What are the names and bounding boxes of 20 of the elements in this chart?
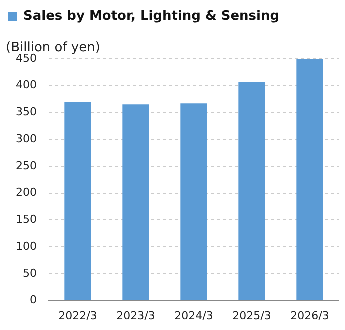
legend-label: Sales by Motor, Lighting & Sensing xyxy=(24,8,280,24)
y-tick-label: 50 xyxy=(22,266,37,280)
y-tick-label: 400 xyxy=(16,78,37,92)
x-tick-label: 2025/3 xyxy=(232,309,272,322)
x-tick-label: 2026/3 xyxy=(290,309,330,322)
bar xyxy=(180,104,208,300)
x-tick-label: 2024/3 xyxy=(174,309,214,322)
x-tick-label: 2023/3 xyxy=(116,309,156,322)
bar xyxy=(296,59,324,300)
bar xyxy=(238,82,266,300)
bar xyxy=(122,104,150,300)
bar xyxy=(64,102,92,300)
y-tick-label: 100 xyxy=(16,240,37,253)
y-tick-label: 250 xyxy=(16,159,37,172)
y-tick-label: 300 xyxy=(16,132,37,146)
y-tick-label: 0 xyxy=(30,294,37,307)
y-tick-label: 150 xyxy=(16,213,37,226)
y-tick-label: 200 xyxy=(16,186,37,200)
x-tick-label: 2022/3 xyxy=(58,309,98,322)
y-tick-label: 350 xyxy=(16,106,37,119)
